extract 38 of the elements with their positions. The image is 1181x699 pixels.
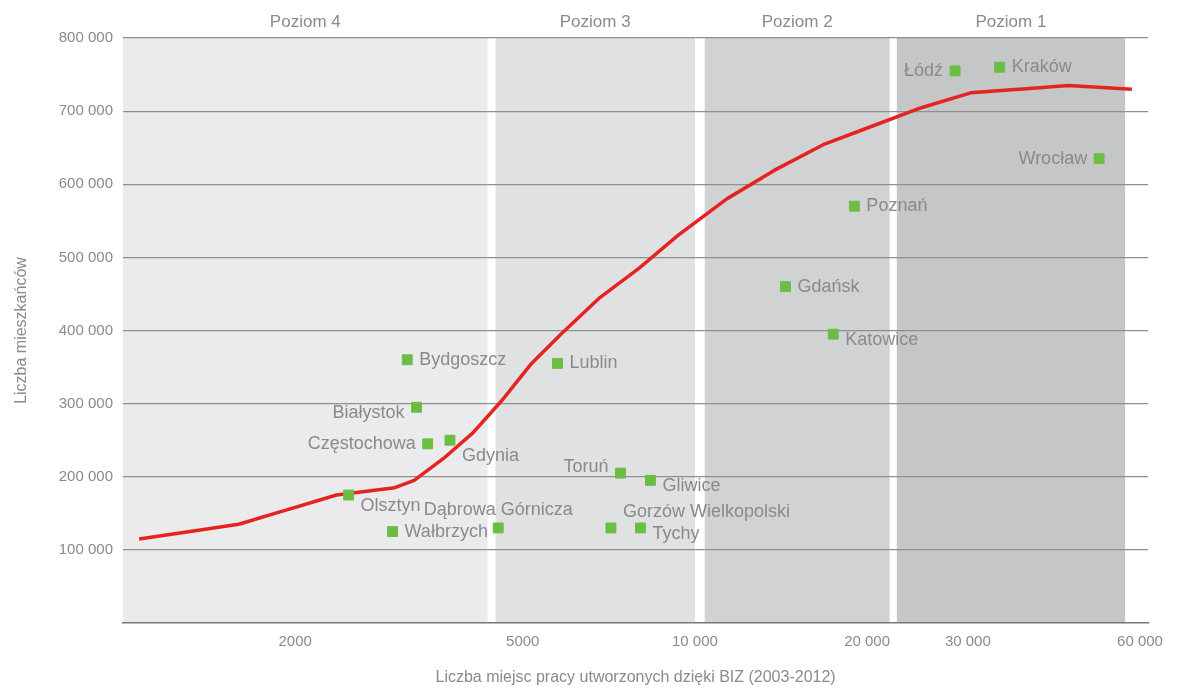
x-tick-label: 60 000: [1117, 632, 1163, 650]
data-label: Olsztyn: [360, 495, 421, 515]
data-label: Lublin: [569, 352, 618, 373]
y-tick-label: 600 000: [58, 174, 113, 192]
data-label: Dąbrowa Górnicza: [423, 498, 574, 519]
data-label: Wrocław: [1018, 147, 1089, 168]
data-label: Katowice: [845, 329, 919, 350]
data-label: Gdynia: [461, 445, 521, 466]
data-label: Częstochowa: [307, 432, 417, 453]
band-label: Poziom 2: [761, 11, 833, 31]
y-axis-title: Liczba mieszkańców: [12, 256, 30, 404]
y-tick-label: 800 000: [58, 28, 113, 46]
band-label: Poziom 1: [975, 11, 1047, 31]
data-label: Białystok: [332, 402, 406, 423]
data-label: Toruń: [563, 456, 609, 477]
data-label: Gdańsk: [797, 275, 861, 296]
x-tick-label: 10 000: [672, 632, 718, 650]
x-tick-label: 5000: [506, 632, 540, 650]
data-label: Poznań: [866, 195, 928, 216]
x-tick-label: 2000: [278, 632, 312, 650]
data-label: Gliwice: [662, 475, 721, 496]
y-tick-label: 400 000: [58, 320, 113, 338]
data-label: Łódź: [904, 59, 944, 80]
y-tick-label: 200 000: [58, 466, 113, 484]
data-label: Gorzów Wielkopolski: [622, 500, 790, 521]
data-label: Kraków: [1011, 56, 1073, 77]
band-label: Poziom 3: [559, 11, 631, 31]
y-tick-label: 700 000: [58, 101, 113, 119]
data-label: Bydgoszcz: [419, 348, 507, 369]
y-tick-label: 100 000: [58, 540, 113, 558]
y-tick-label: 500 000: [58, 247, 113, 265]
x-tick-label: 30 000: [944, 632, 991, 650]
data-label: Tychy: [652, 522, 700, 543]
data-label: Wałbrzych: [404, 520, 488, 541]
x-axis-title: Liczba miejsc pracy utworzonych dzięki BIZ (2003-2012): [435, 667, 836, 685]
band-label: Poziom 4: [269, 11, 341, 31]
x-tick-label: 20 000: [844, 632, 891, 650]
y-tick-label: 300 000: [58, 393, 113, 411]
